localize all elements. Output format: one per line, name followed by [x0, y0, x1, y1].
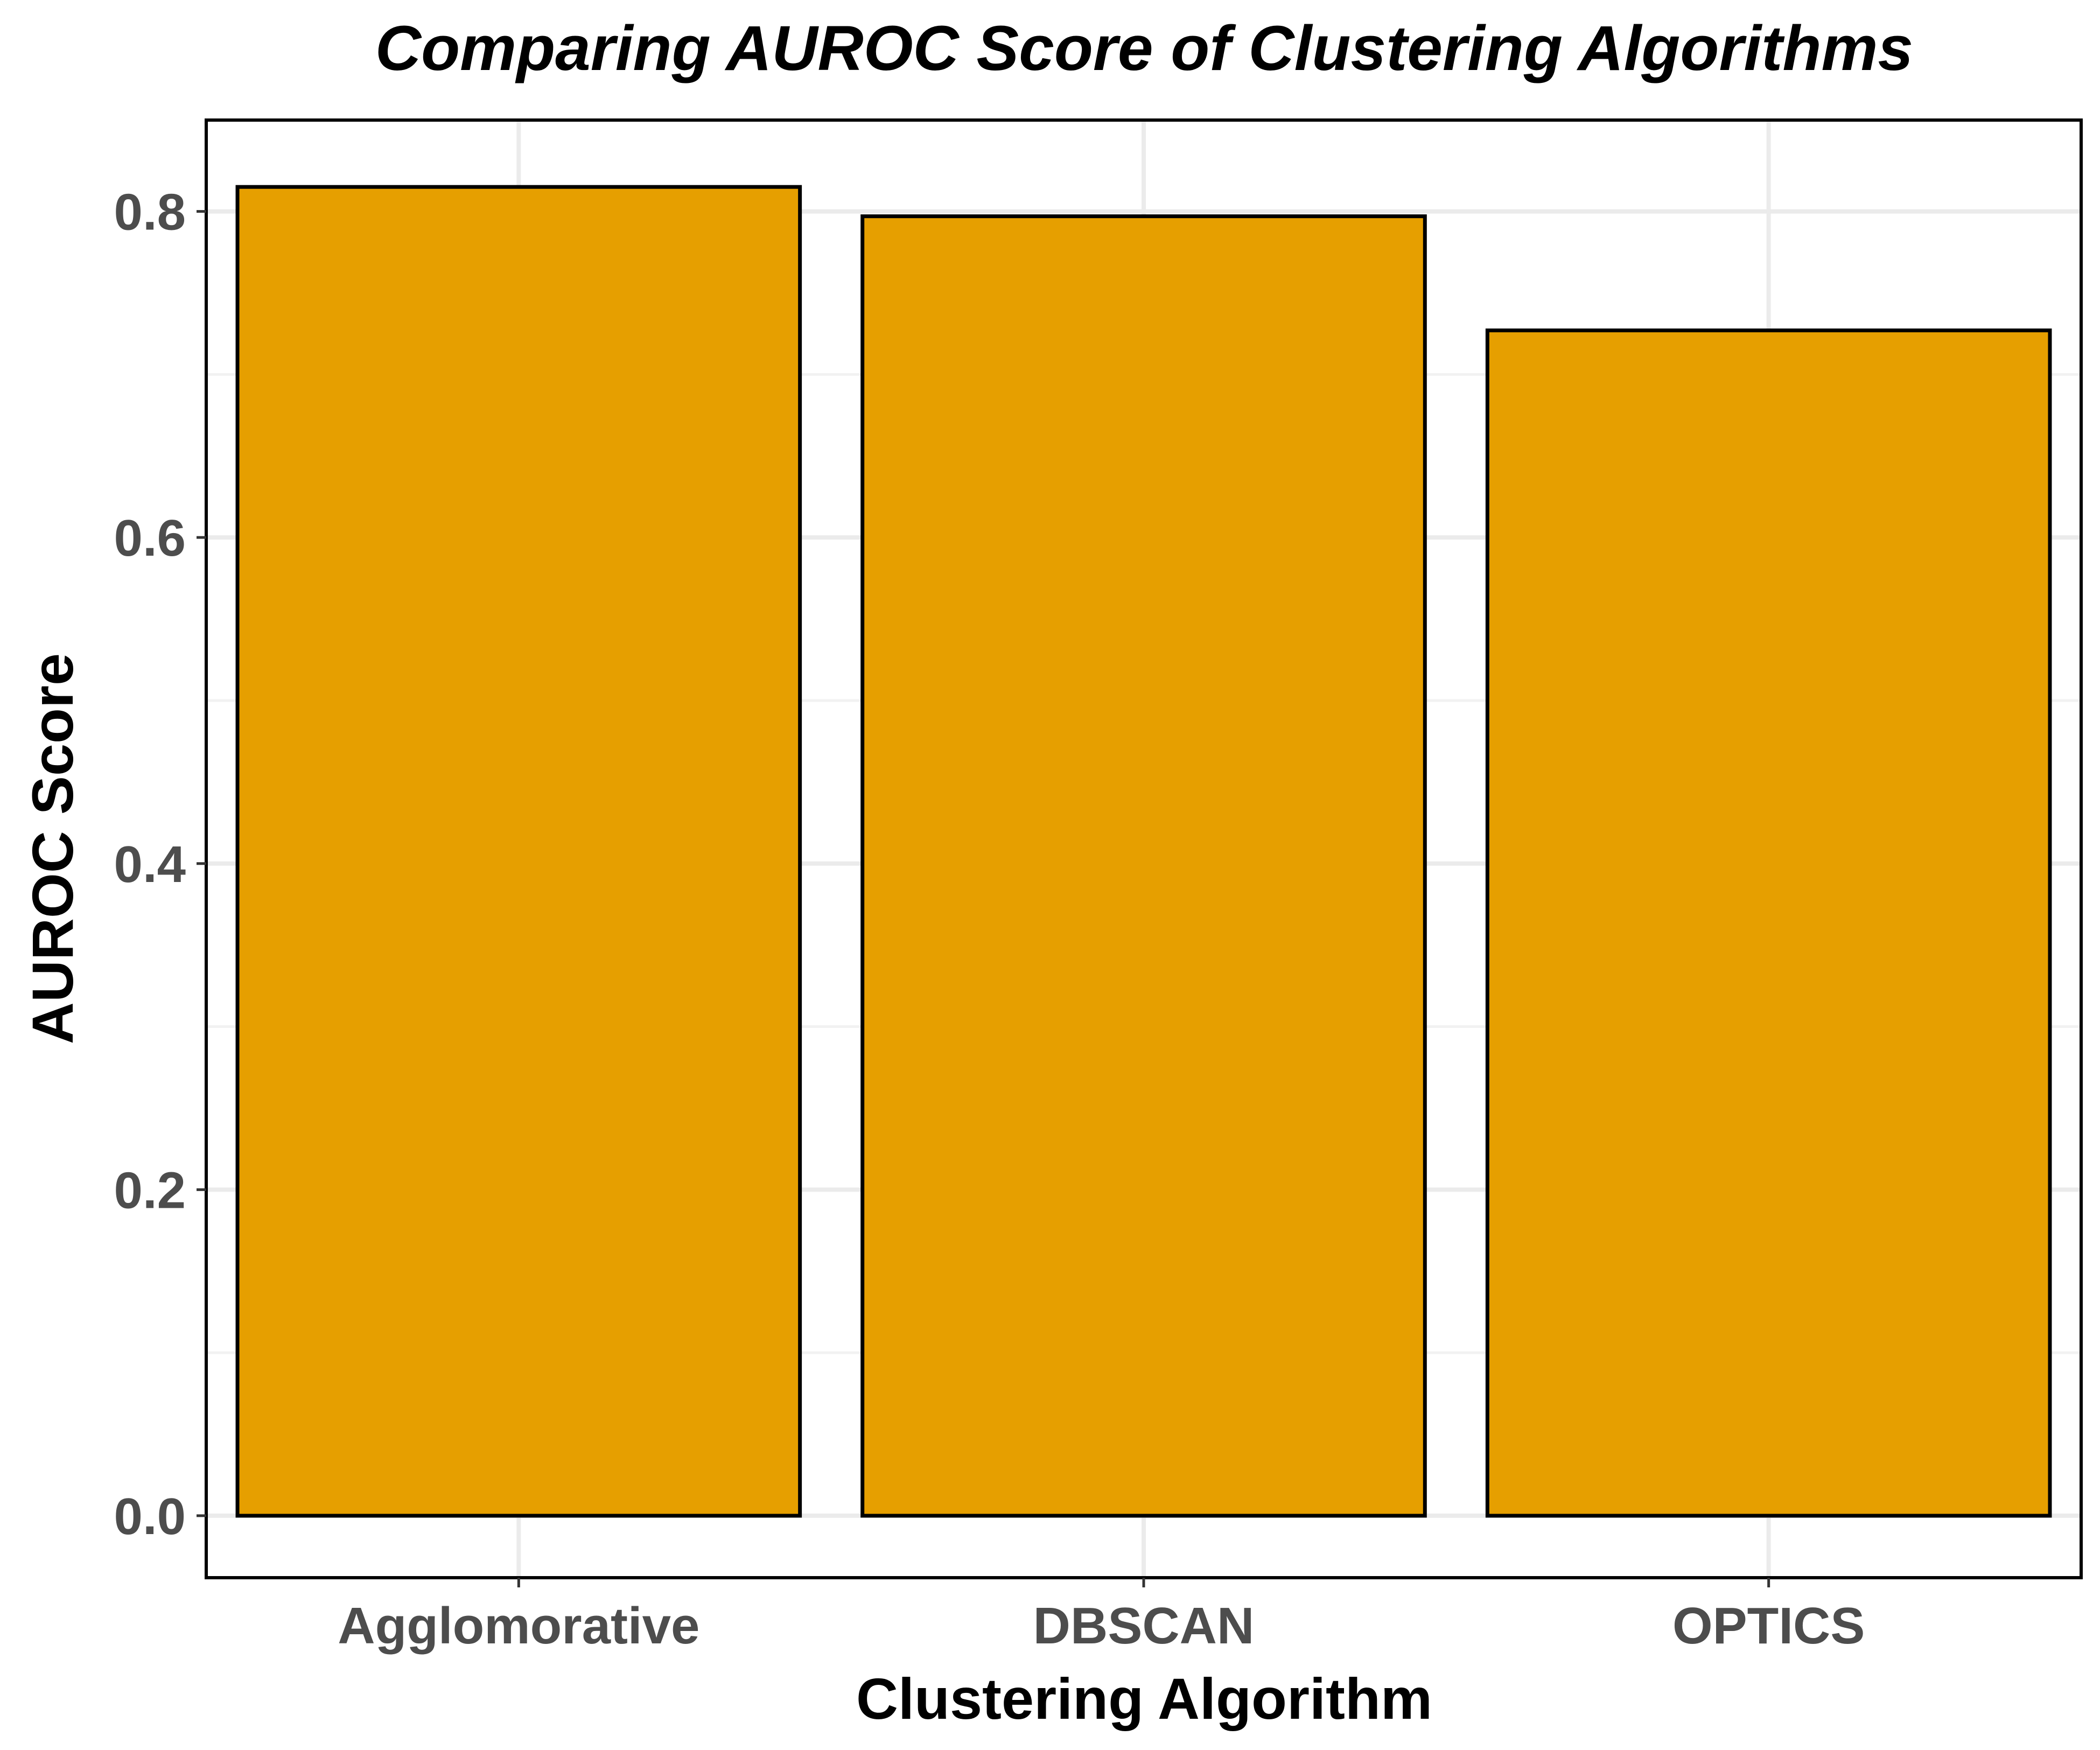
x-tick-label: DBSCAN — [1033, 1597, 1255, 1655]
x-axis-title: Clustering Algorithm — [856, 1666, 1432, 1731]
y-tick-label: 0.6 — [114, 509, 186, 567]
bar-optics — [1485, 328, 2052, 1518]
y-tick-label: 0.2 — [114, 1161, 186, 1219]
chart-title: Comparing AUROC Score of Clustering Algo… — [375, 13, 1913, 84]
x-tick-label: OPTICS — [1672, 1597, 1865, 1655]
y-tick-label: 0.4 — [114, 836, 186, 893]
y-axis-title: AUROC Score — [20, 653, 85, 1044]
bar-dbscan — [860, 214, 1427, 1518]
x-tick-label: Agglomorative — [338, 1597, 699, 1655]
x-axis-ticks: Agglomorative DBSCAN OPTICS — [338, 1578, 1865, 1655]
y-tick-label: 0.0 — [114, 1488, 186, 1545]
y-tick-label: 0.8 — [114, 184, 186, 241]
bar-agglomorative — [235, 185, 802, 1518]
y-axis-ticks: 0.0 0.2 0.4 0.6 0.8 — [114, 184, 206, 1545]
bars-group — [235, 185, 2052, 1518]
